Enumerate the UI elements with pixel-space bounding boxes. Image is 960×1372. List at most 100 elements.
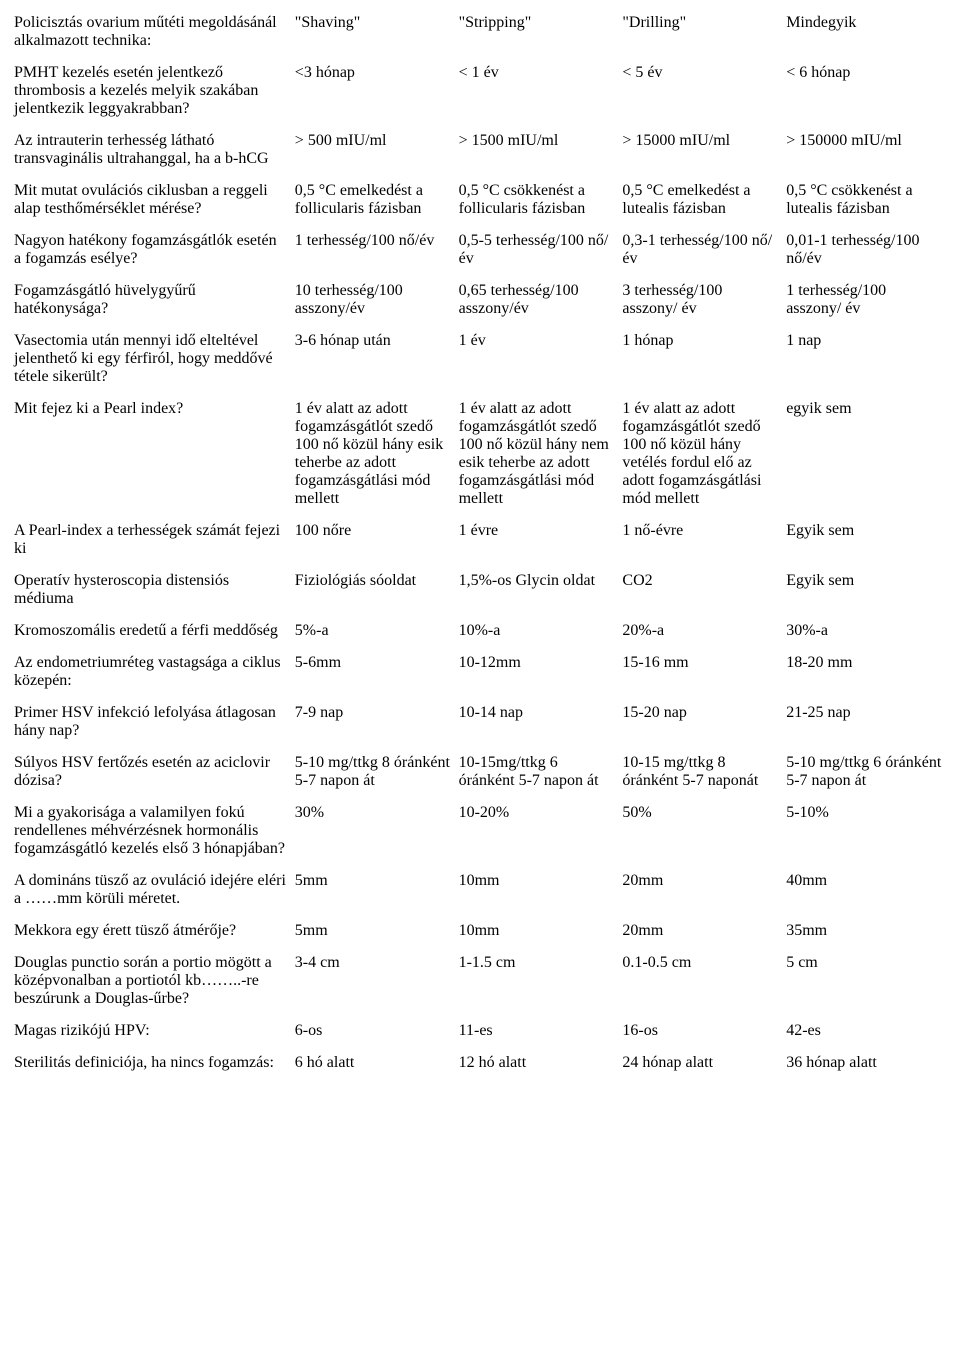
answer-cell: 1 év [457, 328, 621, 396]
question-cell: A domináns tüsző az ovuláció idejére elé… [12, 868, 293, 918]
answer-cell: 0,5 °C emelkedést a follicularis fázisba… [293, 178, 457, 228]
answer-cell: 6-os [293, 1018, 457, 1050]
answer-cell: "Stripping" [457, 10, 621, 60]
answer-cell: 1,5%-os Glycin oldat [457, 568, 621, 618]
answer-cell: 1 hónap [620, 328, 784, 396]
answer-cell: 12 hó alatt [457, 1050, 621, 1082]
answer-cell: 10-14 nap [457, 700, 621, 750]
table-row: Nagyon hatékony fogamzásgátlók esetén a … [12, 228, 948, 278]
table-row: Policisztás ovarium műtéti megoldásánál … [12, 10, 948, 60]
answer-cell: 5-6mm [293, 650, 457, 700]
answer-cell: 16-os [620, 1018, 784, 1050]
answer-cell: Fiziológiás sóoldat [293, 568, 457, 618]
answer-cell: 1 terhesség/100 nő/év [293, 228, 457, 278]
answer-cell: 6 hó alatt [293, 1050, 457, 1082]
answer-cell: 10%-a [457, 618, 621, 650]
table-row: Mi a gyakorisága a valamilyen fokú rende… [12, 800, 948, 868]
question-cell: A Pearl-index a terhességek számát fejez… [12, 518, 293, 568]
answer-cell: Egyik sem [784, 568, 948, 618]
answer-cell: 7-9 nap [293, 700, 457, 750]
table-row: Sterilitás definiciója, ha nincs fogamzá… [12, 1050, 948, 1082]
question-cell: Operatív hysteroscopia distensiós médium… [12, 568, 293, 618]
answer-cell: 18-20 mm [784, 650, 948, 700]
answer-cell: > 500 mIU/ml [293, 128, 457, 178]
answer-cell: 15-16 mm [620, 650, 784, 700]
answer-cell: 50% [620, 800, 784, 868]
answer-cell: 10mm [457, 918, 621, 950]
table-row: Kromoszomális eredetű a férfi meddőség5%… [12, 618, 948, 650]
table-row: Mit fejez ki a Pearl index?1 év alatt az… [12, 396, 948, 518]
answer-cell: 100 nőre [293, 518, 457, 568]
table-row: PMHT kezelés esetén jelentkező thrombosi… [12, 60, 948, 128]
table-row: A Pearl-index a terhességek számát fejez… [12, 518, 948, 568]
answer-cell: 5mm [293, 918, 457, 950]
answer-cell: 10 terhesség/100 asszony/év [293, 278, 457, 328]
answer-cell: 24 hónap alatt [620, 1050, 784, 1082]
quiz-table: Policisztás ovarium műtéti megoldásánál … [12, 10, 948, 1082]
table-row: Fogamzásgátló hüvelygyűrű hatékonysága?1… [12, 278, 948, 328]
table-row: Az endometriumréteg vastagsága a ciklus … [12, 650, 948, 700]
answer-cell: 1-1.5 cm [457, 950, 621, 1018]
answer-cell: 1 év alatt az adott fogamzásgátlót szedő… [620, 396, 784, 518]
answer-cell: 0,5 °C emelkedést a lutealis fázisban [620, 178, 784, 228]
answer-cell: < 5 év [620, 60, 784, 128]
question-cell: Mi a gyakorisága a valamilyen fokú rende… [12, 800, 293, 868]
answer-cell: 10-20% [457, 800, 621, 868]
answer-cell: 1 nő-évre [620, 518, 784, 568]
answer-cell: 1 terhesség/100 asszony/ év [784, 278, 948, 328]
answer-cell: 30% [293, 800, 457, 868]
answer-cell: 3 terhesség/100 asszony/ év [620, 278, 784, 328]
answer-cell: 0,5 °C csökkenést a follicularis fázisba… [457, 178, 621, 228]
question-cell: Mit fejez ki a Pearl index? [12, 396, 293, 518]
answer-cell: 10-15mg/ttkg 6 óránként 5-7 napon át [457, 750, 621, 800]
answer-cell: 1 nap [784, 328, 948, 396]
answer-cell: 15-20 nap [620, 700, 784, 750]
answer-cell: 1 évre [457, 518, 621, 568]
answer-cell: "Drilling" [620, 10, 784, 60]
table-row: Súlyos HSV fertőzés esetén az aciclovir … [12, 750, 948, 800]
answer-cell: < 6 hónap [784, 60, 948, 128]
question-cell: Primer HSV infekció lefolyása átlagosan … [12, 700, 293, 750]
answer-cell: 21-25 nap [784, 700, 948, 750]
answer-cell: 5 cm [784, 950, 948, 1018]
question-cell: Nagyon hatékony fogamzásgátlók esetén a … [12, 228, 293, 278]
answer-cell: 10-15 mg/ttkg 8 óránként 5-7 naponát [620, 750, 784, 800]
answer-cell: 42-es [784, 1018, 948, 1050]
answer-cell: "Shaving" [293, 10, 457, 60]
answer-cell: 30%-a [784, 618, 948, 650]
table-row: Mekkora egy érett tüsző átmérője?5mm10mm… [12, 918, 948, 950]
question-cell: Az intrauterin terhesség látható transva… [12, 128, 293, 178]
answer-cell: 1 év alatt az adott fogamzásgátlót szedő… [293, 396, 457, 518]
answer-cell: > 15000 mIU/ml [620, 128, 784, 178]
table-row: Primer HSV infekció lefolyása átlagosan … [12, 700, 948, 750]
answer-cell: egyik sem [784, 396, 948, 518]
answer-cell: 20mm [620, 868, 784, 918]
question-cell: Vasectomia után mennyi idő elteltével je… [12, 328, 293, 396]
table-row: Mit mutat ovulációs ciklusban a reggeli … [12, 178, 948, 228]
question-cell: Magas rizikójú HPV: [12, 1018, 293, 1050]
answer-cell: 3-6 hónap után [293, 328, 457, 396]
answer-cell: > 150000 mIU/ml [784, 128, 948, 178]
question-cell: Kromoszomális eredetű a férfi meddőség [12, 618, 293, 650]
answer-cell: 5%-a [293, 618, 457, 650]
table-row: Operatív hysteroscopia distensiós médium… [12, 568, 948, 618]
answer-cell: 1 év alatt az adott fogamzásgátlót szedő… [457, 396, 621, 518]
answer-cell: Mindegyik [784, 10, 948, 60]
answer-cell: > 1500 mIU/ml [457, 128, 621, 178]
answer-cell: 0,65 terhesség/100 asszony/év [457, 278, 621, 328]
answer-cell: 36 hónap alatt [784, 1050, 948, 1082]
answer-cell: 10-12mm [457, 650, 621, 700]
question-cell: Mekkora egy érett tüsző átmérője? [12, 918, 293, 950]
question-cell: Mit mutat ovulációs ciklusban a reggeli … [12, 178, 293, 228]
answer-cell: 0,5-5 terhesség/100 nő/év [457, 228, 621, 278]
table-row: Vasectomia után mennyi idő elteltével je… [12, 328, 948, 396]
answer-cell: 5-10 mg/ttkg 6 óránként 5-7 napon át [784, 750, 948, 800]
answer-cell: 20%-a [620, 618, 784, 650]
answer-cell: 35mm [784, 918, 948, 950]
question-cell: Fogamzásgátló hüvelygyűrű hatékonysága? [12, 278, 293, 328]
answer-cell: 40mm [784, 868, 948, 918]
answer-cell: 0,01-1 terhesség/100 nő/év [784, 228, 948, 278]
answer-cell: 0,3-1 terhesség/100 nő/év [620, 228, 784, 278]
question-cell: Sterilitás definiciója, ha nincs fogamzá… [12, 1050, 293, 1082]
answer-cell: 5mm [293, 868, 457, 918]
